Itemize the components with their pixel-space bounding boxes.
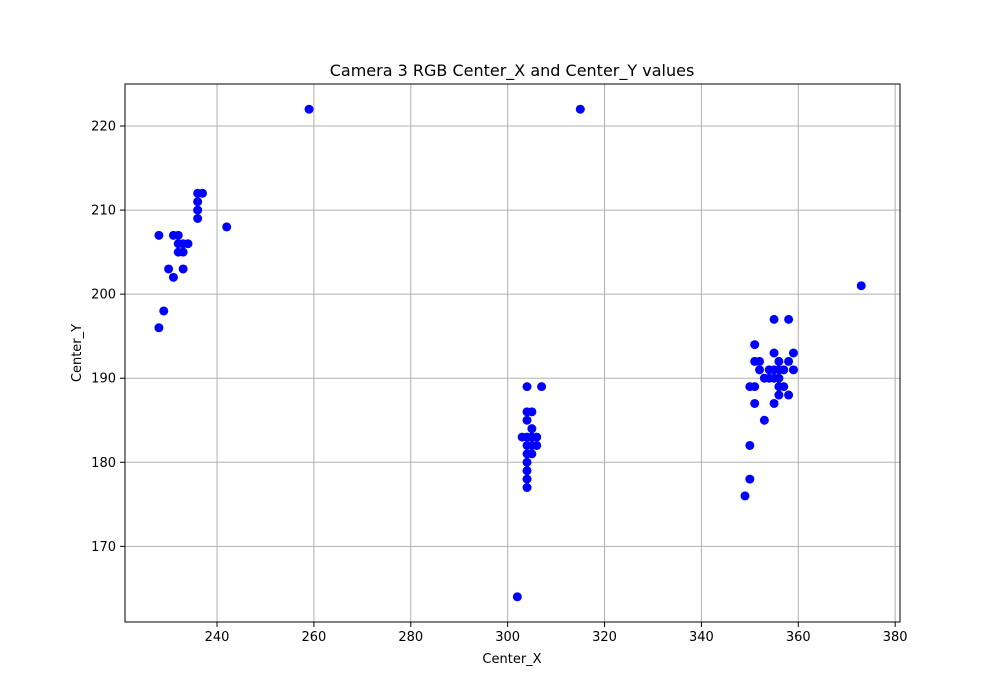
plot-frame	[124, 83, 901, 623]
data-point	[745, 474, 755, 484]
x-tick-label: 320	[592, 630, 617, 645]
data-point	[178, 247, 188, 257]
data-point	[522, 382, 532, 392]
grid-lines	[125, 84, 900, 622]
data-point	[527, 407, 537, 417]
data-point	[755, 356, 765, 366]
data-point	[856, 281, 866, 291]
x-tick-label: 280	[398, 630, 423, 645]
y-tick-label: 180	[91, 456, 116, 471]
y-tick-label: 200	[91, 288, 116, 303]
data-point	[759, 415, 769, 425]
data-point	[173, 230, 183, 240]
data-point	[784, 390, 794, 400]
data-point	[532, 440, 542, 450]
x-axis-label: Center_X	[482, 652, 541, 667]
data-point	[532, 432, 542, 442]
data-point	[527, 449, 537, 459]
data-point	[779, 382, 789, 392]
data-point	[769, 348, 779, 358]
data-point	[522, 474, 532, 484]
data-point	[304, 104, 314, 114]
data-point	[522, 415, 532, 425]
y-axis-label: Center_Y	[70, 324, 85, 382]
data-point	[522, 483, 532, 492]
data-point	[527, 424, 537, 434]
data-point	[154, 230, 164, 240]
y-tick-label: 190	[91, 372, 116, 387]
data-point	[788, 348, 798, 358]
x-tick-label: 240	[205, 630, 230, 645]
data-point	[769, 314, 779, 324]
x-tick-label: 300	[495, 630, 520, 645]
data-point	[755, 365, 765, 375]
y-tick-label: 170	[91, 540, 116, 555]
data-points	[154, 104, 866, 602]
data-point	[222, 222, 232, 232]
x-tick-label: 340	[689, 630, 714, 645]
data-point	[750, 382, 760, 392]
data-point	[159, 306, 169, 316]
data-point	[575, 104, 585, 114]
data-point	[512, 592, 522, 602]
data-point	[750, 340, 760, 350]
chart-title: Camera 3 RGB Center_X and Center_Y value…	[330, 61, 695, 81]
data-point	[154, 323, 164, 333]
data-point	[750, 398, 760, 408]
data-point	[745, 440, 755, 450]
data-point	[198, 188, 207, 198]
data-point	[522, 457, 532, 467]
x-tick-label: 380	[883, 630, 908, 645]
data-point	[183, 239, 193, 249]
data-point	[193, 205, 203, 215]
data-point	[774, 373, 784, 383]
data-point	[774, 356, 784, 366]
data-point	[779, 365, 789, 375]
data-point	[522, 466, 532, 476]
data-point	[178, 264, 188, 274]
data-point	[740, 491, 750, 501]
data-point	[788, 365, 798, 375]
y-tick-label: 220	[91, 120, 116, 135]
data-point	[774, 390, 784, 400]
data-point	[193, 214, 203, 223]
data-point	[193, 197, 203, 207]
data-point	[164, 264, 174, 274]
data-point	[769, 398, 779, 408]
x-tick-label: 260	[301, 630, 326, 645]
x-tick-label: 360	[786, 630, 811, 645]
y-tick-label: 210	[91, 204, 116, 219]
data-point	[784, 356, 794, 366]
data-point	[537, 382, 547, 392]
axis-ticks: 240 260 280 300 320 340 360 380 170 180 190 200 210 2…	[91, 120, 907, 645]
data-point	[168, 272, 178, 282]
data-point	[784, 314, 794, 324]
